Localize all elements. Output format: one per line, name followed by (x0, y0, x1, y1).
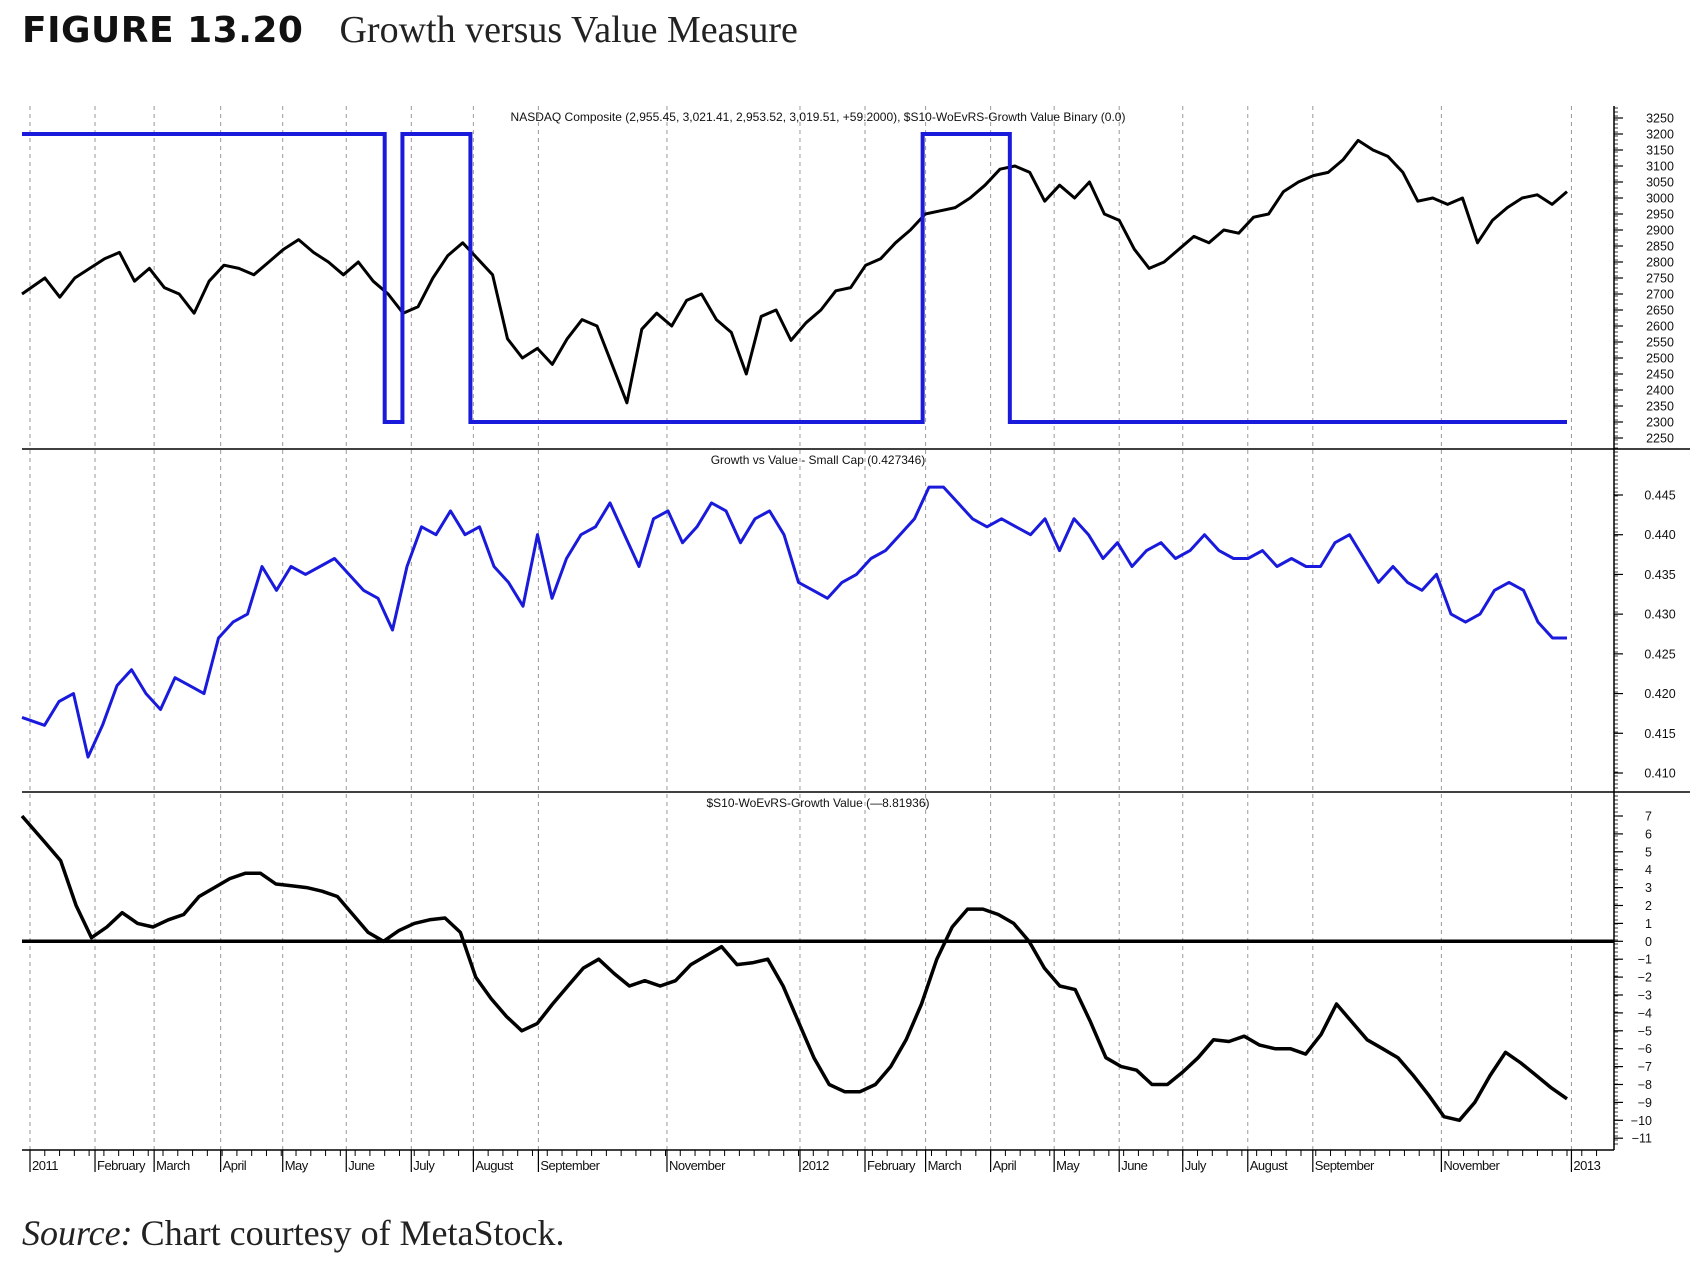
y-tick-label: −6 (1638, 1042, 1652, 1056)
y-tick-label: 3200 (1646, 128, 1674, 142)
y-tick-label: 2750 (1646, 272, 1674, 286)
y-tick-label: 3250 (1646, 112, 1674, 126)
y-tick-label: 2400 (1646, 384, 1674, 398)
y-tick-label: −1 (1638, 953, 1652, 967)
y-tick-label: 2550 (1646, 336, 1674, 350)
x-tick-label: August (1250, 1158, 1288, 1173)
y-tick-label: 2450 (1646, 368, 1674, 382)
x-tick-label: April (223, 1158, 247, 1173)
x-tick-label: May (285, 1158, 309, 1173)
x-tick-label: September (540, 1158, 600, 1173)
y-tick-label: 0 (1645, 935, 1652, 949)
y-tick-label: −5 (1638, 1024, 1652, 1038)
y-tick-label: −10 (1631, 1114, 1652, 1128)
nasdaq-line (21, 138, 1568, 405)
x-tick-label: 2012 (802, 1158, 829, 1173)
figure-name: Growth versus Value Measure (339, 9, 798, 51)
y-tick-label: 0.415 (1644, 727, 1675, 741)
x-tick-label: June (348, 1158, 374, 1173)
y-tick-label: 0.425 (1644, 647, 1675, 661)
x-tick-label: 2011 (32, 1158, 58, 1173)
x-tick-label: 2013 (1573, 1158, 1600, 1173)
y-tick-label: 0.435 (1644, 568, 1675, 582)
panel-title-3: $S10-WoEvRS-Growth Value (—8.81936) (707, 796, 930, 810)
x-tick-label: April (993, 1158, 1017, 1173)
x-tick-label: February (97, 1158, 146, 1173)
x-tick-label: August (475, 1158, 513, 1173)
x-tick-label: March (928, 1158, 962, 1173)
y-tick-label: −3 (1638, 989, 1652, 1003)
panel-title-2: Growth vs Value - Small Cap (0.427346) (711, 453, 926, 467)
y-tick-label: 7 (1645, 810, 1652, 824)
y-tick-label: 2850 (1646, 240, 1674, 254)
y-tick-label: 2300 (1646, 416, 1674, 430)
y-tick-label: 0.430 (1644, 608, 1675, 622)
y-tick-label: 3150 (1646, 144, 1674, 158)
y-tick-label: 0.420 (1644, 687, 1675, 701)
y-tick-label: 2900 (1646, 224, 1674, 238)
figure-title: FIGURE 13.20 Growth versus Value Measure (22, 8, 798, 52)
y-tick-label: −8 (1638, 1078, 1652, 1092)
y-tick-label: 2 (1645, 899, 1652, 913)
x-tick-label: September (1315, 1158, 1375, 1173)
figure-number: FIGURE 13.20 (22, 10, 304, 51)
y-tick-label: 0.440 (1644, 528, 1675, 542)
y-tick-label: 0.445 (1644, 489, 1675, 503)
y-tick-label: 3000 (1646, 192, 1674, 206)
y-tick-label: 2250 (1646, 432, 1674, 446)
x-tick-label: February (867, 1158, 916, 1173)
y-tick-label: 0.410 (1644, 767, 1675, 781)
y-tick-label: 1 (1645, 917, 1652, 931)
y-tick-label: 3 (1645, 881, 1652, 895)
x-tick-label: June (1121, 1158, 1147, 1173)
y-tick-label: −4 (1638, 1006, 1652, 1020)
y-tick-label: −9 (1638, 1096, 1652, 1110)
x-tick-label: March (156, 1158, 190, 1173)
x-tick-label: July (1185, 1158, 1207, 1173)
oscillator-line (20, 814, 1568, 1123)
y-tick-label: 2700 (1646, 288, 1674, 302)
y-tick-label: 4 (1645, 863, 1652, 877)
y-tick-label: 2350 (1646, 400, 1674, 414)
x-tick-label: May (1056, 1158, 1080, 1173)
y-tick-label: 2650 (1646, 304, 1674, 318)
binary-line (22, 132, 1567, 424)
y-tick-label: 2500 (1646, 352, 1674, 366)
source-caption: Source: Chart courtesy of MetaStock. (22, 1212, 565, 1254)
y-tick-label: −11 (1632, 1132, 1652, 1146)
y-tick-label: 2950 (1646, 208, 1674, 222)
x-tick-label: November (1443, 1158, 1500, 1173)
source-label: Source: (22, 1213, 133, 1253)
y-tick-label: 5 (1645, 845, 1652, 859)
y-tick-label: −7 (1638, 1060, 1652, 1074)
growth-value-ratio-line (21, 485, 1567, 759)
x-tick-label: July (413, 1158, 435, 1173)
source-text: Chart courtesy of MetaStock. (140, 1213, 565, 1253)
y-tick-label: 3100 (1646, 160, 1674, 174)
y-tick-label: 2600 (1646, 320, 1674, 334)
y-tick-label: 2800 (1646, 256, 1674, 270)
y-tick-label: −2 (1638, 971, 1652, 985)
y-tick-label: 3050 (1646, 176, 1674, 190)
y-tick-label: 6 (1645, 827, 1652, 841)
panel-title-1: NASDAQ Composite (2,955.45, 3,021.41, 2,… (511, 110, 1126, 124)
x-tick-label: November (669, 1158, 726, 1173)
